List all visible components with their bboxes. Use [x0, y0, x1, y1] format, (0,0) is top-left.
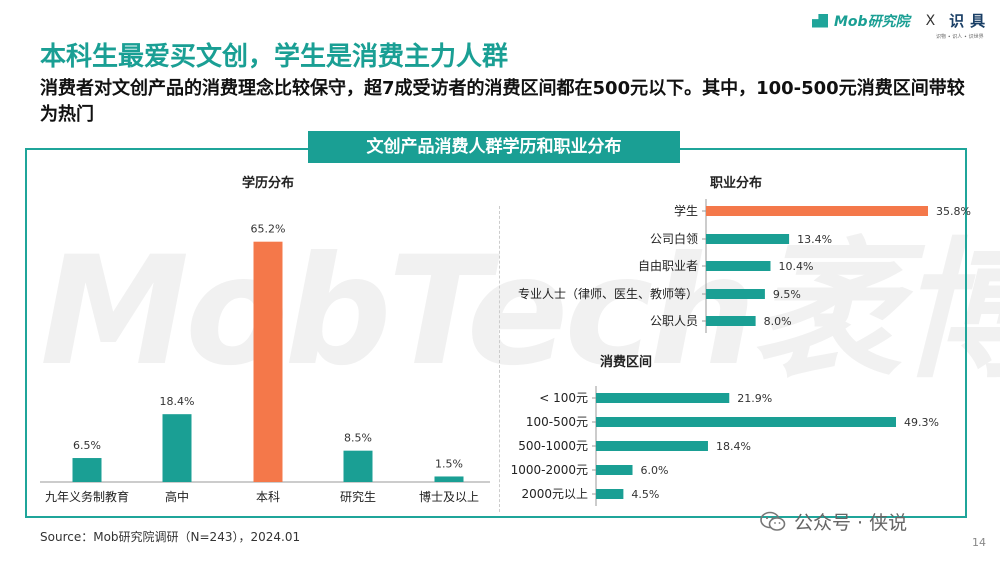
- job-value-label: 35.8%: [936, 205, 971, 218]
- job-bar: [706, 316, 756, 326]
- spend-chart-title: 消费区间: [600, 354, 652, 370]
- job-category-label: 公职人员: [650, 314, 698, 328]
- job-category-label: 自由职业者: [638, 259, 698, 273]
- spend-category-label: 1000-2000元: [511, 463, 588, 477]
- job-value-label: 13.4%: [797, 233, 832, 246]
- header-logo: Mob研究院 X 识具: [812, 10, 991, 31]
- spend-category-label: 100-500元: [526, 415, 588, 429]
- edu-value-label: 1.5%: [435, 457, 463, 470]
- edu-category-label: 研究生: [340, 489, 376, 504]
- edu-bar: [162, 414, 192, 482]
- edu-value-label: 18.4%: [160, 395, 195, 408]
- watermark: MobTech袤博: [40, 225, 1000, 399]
- job-value-label: 8.0%: [764, 315, 792, 328]
- spend-bar: [596, 465, 633, 475]
- job-bar: [706, 206, 928, 216]
- section-banner: 文创产品消费人群学历和职业分布: [308, 131, 680, 163]
- spend-value-label: 6.0%: [641, 464, 669, 477]
- wechat-badge: 公众号 · 侠说: [760, 508, 907, 535]
- chart-divider: [499, 206, 500, 512]
- edu-category-label: 本科: [256, 490, 280, 504]
- partner-name: 识具: [949, 12, 992, 30]
- edu-bar: [434, 476, 464, 482]
- logo-separator: X: [925, 12, 936, 29]
- edu-bar: [343, 450, 373, 482]
- spend-bar: [596, 489, 624, 499]
- job-value-label: 9.5%: [773, 288, 801, 301]
- edu-value-label: 8.5%: [344, 432, 372, 445]
- edu-bar: [72, 458, 102, 482]
- spend-category-label: 500-1000元: [518, 439, 588, 453]
- edu-bar: [253, 241, 283, 482]
- edu-category-label: 高中: [165, 489, 189, 504]
- edu-category-label: 博士及以上: [419, 489, 479, 504]
- brand-name: Mob研究院: [834, 13, 910, 30]
- job-category-label: 公司白领: [650, 231, 698, 246]
- spend-bar: [596, 417, 896, 427]
- edu-category-label: 九年义务制教育: [45, 489, 129, 504]
- edu-chart-title: 学历分布: [242, 175, 294, 191]
- job-category-label: 学生: [674, 203, 698, 218]
- job-bar: [706, 261, 771, 271]
- spend-value-label: 18.4%: [716, 440, 751, 453]
- job-bar: [706, 289, 765, 299]
- spend-category-label: < 100元: [539, 391, 588, 405]
- edu-value-label: 65.2%: [251, 223, 286, 236]
- spend-value-label: 4.5%: [631, 488, 659, 501]
- source-note: Source：Mob研究院调研（N=243），2024.01: [40, 530, 301, 544]
- wechat-icon: [760, 511, 786, 533]
- spend-bar: [596, 441, 708, 451]
- job-bar: [706, 234, 790, 244]
- job-category-label: 专业人士（律师、医生、教师等）: [518, 286, 698, 301]
- spend-bar: [596, 393, 730, 403]
- wechat-account: 公众号 · 侠说: [794, 512, 908, 534]
- edu-value-label: 6.5%: [73, 439, 101, 452]
- job-value-label: 10.4%: [778, 260, 813, 273]
- page-title: 本科生最爱买文创，学生是消费主力人群: [40, 42, 509, 72]
- partner-tagline: 识物 ∙ 识人 ∙ 识世界: [936, 34, 984, 40]
- spend-value-label: 21.9%: [737, 392, 772, 405]
- job-chart-title: 职业分布: [710, 175, 762, 191]
- page-subtitle: 消费者对文创产品的消费理念比较保守，超7成受访者的消费区间都在500元以下。其中…: [40, 78, 965, 125]
- spend-category-label: 2000元以上: [521, 487, 588, 501]
- spend-value-label: 49.3%: [904, 416, 939, 429]
- page-number: 14: [972, 536, 986, 549]
